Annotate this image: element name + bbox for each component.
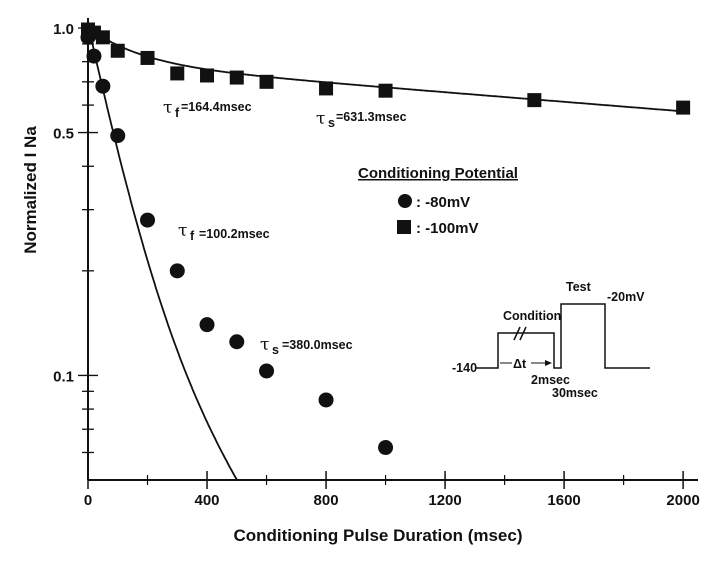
x-tick-label: 1600: [547, 492, 580, 509]
tau-s-annotation-80mv: τ s =380.0msec: [260, 335, 353, 357]
data-point-100mv: [319, 81, 334, 96]
delta-t-label: Δt: [513, 357, 527, 371]
data-point-100mv: [170, 66, 185, 81]
data-points: [80, 22, 691, 456]
data-point-80mv: [259, 363, 275, 379]
legend-label-80mv: : -80mV: [416, 194, 470, 211]
y-axis-title: Normalized I Na: [21, 126, 40, 254]
data-point-80mv: [378, 440, 394, 456]
tau-subscript: s: [328, 116, 335, 130]
tau-subscript: s: [272, 343, 279, 357]
gap-duration-label: 2msec: [531, 373, 570, 387]
x-tick-label: 2000: [666, 492, 699, 509]
data-point-80mv: [110, 128, 126, 144]
data-point-100mv: [140, 50, 155, 65]
test-label: Test: [566, 280, 592, 294]
tau-symbol: τ: [178, 221, 187, 241]
ticks: 0 400 800 1200 1600 2000 0.1 0.5 1.0: [53, 21, 700, 509]
x-tick-label: 0: [84, 492, 92, 509]
x-tick-label: 400: [195, 492, 220, 509]
holding-potential-label: -140: [452, 361, 477, 375]
condition-label: Condition: [503, 309, 561, 323]
tau-subscript: f: [175, 106, 180, 120]
break-mark: [513, 326, 521, 341]
legend-marker-square: [397, 220, 411, 234]
tau-s-annotation-100mv: τ s =631.3msec: [316, 109, 407, 130]
y-tick-label: 0.5: [53, 126, 74, 143]
data-point-100mv: [378, 83, 393, 98]
tau-value: =164.4msec: [181, 100, 252, 114]
tau-value: =380.0msec: [282, 338, 353, 352]
x-tick-label: 800: [314, 492, 339, 509]
x-tick-label: 1200: [428, 492, 461, 509]
data-point-80mv: [95, 78, 111, 94]
legend-title: Conditioning Potential: [358, 165, 518, 182]
tau-value: =100.2msec: [199, 227, 270, 241]
data-point-100mv: [95, 30, 110, 45]
protocol-inset: Condition Test -140 -20mV Δt 2msec 30mse…: [452, 280, 650, 400]
data-point-100mv: [229, 70, 244, 85]
data-point-80mv: [229, 334, 245, 350]
x-axis-title: Conditioning Pulse Duration (msec): [233, 526, 522, 545]
data-point-100mv: [527, 93, 542, 108]
legend: Conditioning Potential : -80mV : -100mV: [358, 165, 518, 237]
y-tick-label: 0.1: [53, 368, 74, 385]
fit-curve-80mv: [87, 24, 239, 481]
tau-f-annotation-80mv: τ f =100.2msec: [178, 221, 270, 243]
test-potential-label: -20mV: [607, 290, 645, 304]
break-mark: [519, 326, 527, 341]
legend-marker-circle: [398, 194, 412, 208]
data-point-80mv: [140, 212, 156, 228]
test-duration-label: 30msec: [552, 386, 598, 400]
tau-f-annotation-100mv: τ f =164.4msec: [163, 98, 252, 120]
tau-subscript: f: [190, 229, 195, 243]
data-point-100mv: [259, 74, 274, 89]
y-tick-label: 1.0: [53, 21, 74, 38]
protocol-trace: [476, 303, 650, 369]
data-point-80mv: [199, 317, 215, 333]
tau-symbol: τ: [316, 109, 325, 129]
tau-symbol: τ: [260, 335, 269, 355]
axes: [87, 18, 698, 481]
data-point-80mv: [318, 392, 334, 408]
data-point-100mv: [676, 100, 691, 115]
tau-value: =631.3msec: [336, 110, 407, 124]
data-point-100mv: [110, 43, 125, 58]
data-point-80mv: [86, 48, 102, 64]
data-point-80mv: [169, 263, 185, 279]
data-point-100mv: [200, 68, 215, 83]
tau-symbol: τ: [163, 98, 172, 118]
legend-label-100mv: : -100mV: [416, 220, 479, 237]
delta-t-arrowhead: [545, 360, 552, 366]
